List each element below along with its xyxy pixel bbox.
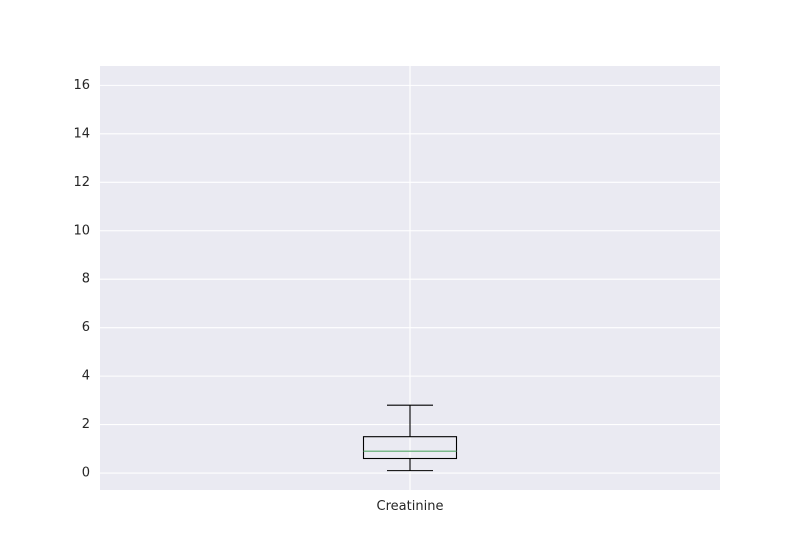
y-tick-label: 6 [82, 320, 90, 335]
y-tick-label: 16 [73, 78, 90, 93]
x-tick-label: Creatinine [377, 499, 444, 514]
y-tick-label: 14 [73, 126, 90, 141]
box-plots [362, 404, 458, 472]
y-tick-label: 4 [82, 369, 90, 384]
box-plot-creatinine [362, 404, 458, 472]
y-tick-label: 12 [73, 175, 90, 190]
y-tick-label: 10 [73, 223, 90, 238]
y-axis-ticks: 0 2 4 6 8 10 12 14 16 [73, 78, 90, 481]
x-axis-ticks: Creatinine [377, 499, 444, 514]
y-tick-label: 2 [82, 417, 90, 432]
interquartile-box [362, 436, 458, 460]
y-tick-label: 0 [82, 466, 90, 481]
y-tick-label: 8 [82, 272, 90, 287]
